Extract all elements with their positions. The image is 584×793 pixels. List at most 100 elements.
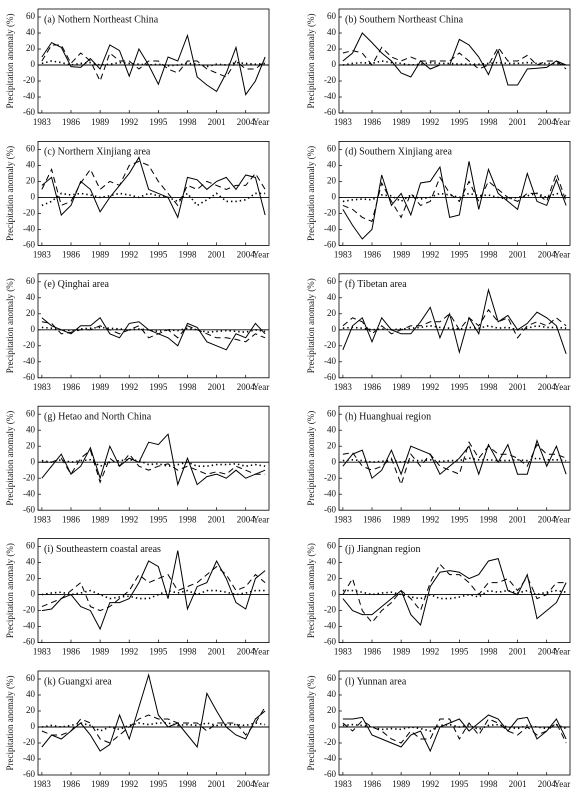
y-tick-label: 0 — [31, 589, 36, 599]
y-tick-label: -40 — [23, 753, 35, 763]
x-tick-label: 1992 — [421, 779, 439, 789]
x-tick-label: 1995 — [450, 779, 469, 789]
plot-frame — [37, 538, 270, 643]
x-tick-label: 1995 — [450, 117, 469, 127]
y-tick-label: 0 — [332, 721, 337, 731]
series-line — [342, 558, 567, 627]
y-axis-label: Precipitation anomaly (%) — [5, 543, 15, 638]
y-tick-label: 20 — [327, 705, 337, 715]
series-line — [41, 317, 266, 351]
x-tick-label: 1995 — [450, 382, 469, 392]
x-tick-label: 1998 — [178, 117, 197, 127]
y-tick-label: -60 — [23, 637, 35, 647]
y-axis-label: Precipitation anomaly (%) — [306, 411, 316, 506]
y-tick-label: -20 — [23, 207, 35, 217]
series-line — [342, 60, 567, 66]
x-tick-label: 1992 — [421, 647, 439, 657]
y-axis-label: Precipitation anomaly (%) — [306, 543, 316, 638]
x-tick-label: 2004 — [237, 514, 256, 524]
y-tick-label: -60 — [324, 372, 336, 382]
series-line — [342, 718, 567, 744]
plot-frame — [338, 8, 571, 114]
y-tick-label: -20 — [324, 340, 336, 350]
x-tick-label: 2001 — [509, 647, 527, 657]
y-tick-label: 20 — [26, 43, 36, 53]
x-tick-label: 1989 — [392, 647, 411, 657]
panel-title: (e) Qinghai area — [44, 279, 110, 290]
y-tick-label: 60 — [26, 11, 36, 21]
y-tick-label: 60 — [26, 673, 36, 683]
x-tick-label: 1992 — [421, 382, 439, 392]
y-tick-label: 60 — [26, 408, 36, 418]
plot-frame — [37, 140, 270, 246]
y-tick-label: 40 — [26, 689, 36, 699]
y-tick-label: 40 — [26, 159, 36, 169]
x-tick-label: 1992 — [120, 117, 138, 127]
panel-title: (j) Jiangnan region — [345, 544, 421, 555]
y-tick-label: 40 — [327, 424, 337, 434]
y-tick-label: -20 — [324, 737, 336, 747]
x-tick-label: 1992 — [120, 647, 138, 657]
x-tick-label: 1986 — [363, 514, 382, 524]
plot-frame — [338, 405, 571, 511]
y-axis-label: Precipitation anomaly (%) — [5, 411, 15, 506]
series-line — [342, 324, 567, 331]
series-line — [41, 33, 266, 96]
x-tick-label: 1992 — [120, 514, 138, 524]
y-tick-label: -40 — [23, 488, 35, 498]
x-tick-label: 1989 — [392, 382, 411, 392]
x-tick-label: 1986 — [62, 382, 81, 392]
x-tick-label: 2001 — [208, 117, 226, 127]
y-tick-label: 20 — [26, 175, 36, 185]
x-tick-label: 1998 — [479, 647, 498, 657]
y-tick-label: -60 — [324, 769, 336, 779]
x-tick-label: 1989 — [392, 117, 411, 127]
y-tick-label: 0 — [31, 324, 36, 334]
x-tick-label: 1989 — [91, 647, 110, 657]
y-axis-label: Precipitation anomaly (%) — [306, 278, 316, 373]
x-tick-label: 1998 — [178, 249, 197, 259]
panel-title: (d) Southern Xinjiang area — [345, 147, 452, 158]
x-tick-label: 2001 — [509, 382, 527, 392]
x-tick-label: 1989 — [392, 779, 411, 789]
x-tick-label: 1989 — [91, 117, 110, 127]
y-tick-label: 60 — [327, 143, 337, 153]
x-tick-label: 2001 — [509, 514, 527, 524]
series-line — [342, 287, 567, 355]
x-tick-label: 1986 — [62, 647, 81, 657]
x-tick-label: 2004 — [538, 382, 557, 392]
x-tick-label: 1983 — [334, 117, 353, 127]
x-tick-label: 1998 — [479, 382, 498, 392]
series-line — [41, 156, 266, 219]
y-tick-label: -60 — [23, 239, 35, 249]
y-tick-label: 40 — [327, 292, 337, 302]
x-tick-label: 1989 — [91, 779, 110, 789]
x-tick-label: 1983 — [33, 117, 52, 127]
x-tick-label: 1995 — [149, 249, 168, 259]
x-tick-label: 1983 — [33, 249, 52, 259]
x-tick-label: 1995 — [149, 514, 168, 524]
series-line — [342, 563, 567, 624]
y-tick-label: -60 — [23, 107, 35, 117]
y-tick-label: -60 — [23, 504, 35, 514]
x-tick-label: 1983 — [33, 382, 52, 392]
x-tick-label: 1983 — [33, 514, 52, 524]
plot-frame — [37, 273, 270, 379]
y-tick-label: 40 — [327, 689, 337, 699]
x-axis-label: Year — [554, 382, 571, 392]
series-line — [342, 46, 567, 70]
plot-frame — [338, 670, 571, 776]
y-tick-label: 0 — [31, 456, 36, 466]
panel-title: (l) Yunnan area — [345, 676, 407, 687]
x-tick-label: 1986 — [363, 249, 382, 259]
panel-title: (f) Tibetan area — [345, 279, 407, 290]
y-axis-label: Precipitation anomaly (%) — [306, 14, 316, 109]
x-axis-label: Year — [253, 779, 270, 789]
x-tick-label: 2001 — [509, 249, 527, 259]
y-tick-label: 20 — [26, 440, 36, 450]
y-tick-label: -40 — [324, 223, 336, 233]
y-tick-label: 60 — [327, 276, 337, 286]
y-tick-label: 60 — [327, 541, 337, 551]
x-tick-label: 1992 — [120, 249, 138, 259]
y-tick-label: -40 — [324, 753, 336, 763]
